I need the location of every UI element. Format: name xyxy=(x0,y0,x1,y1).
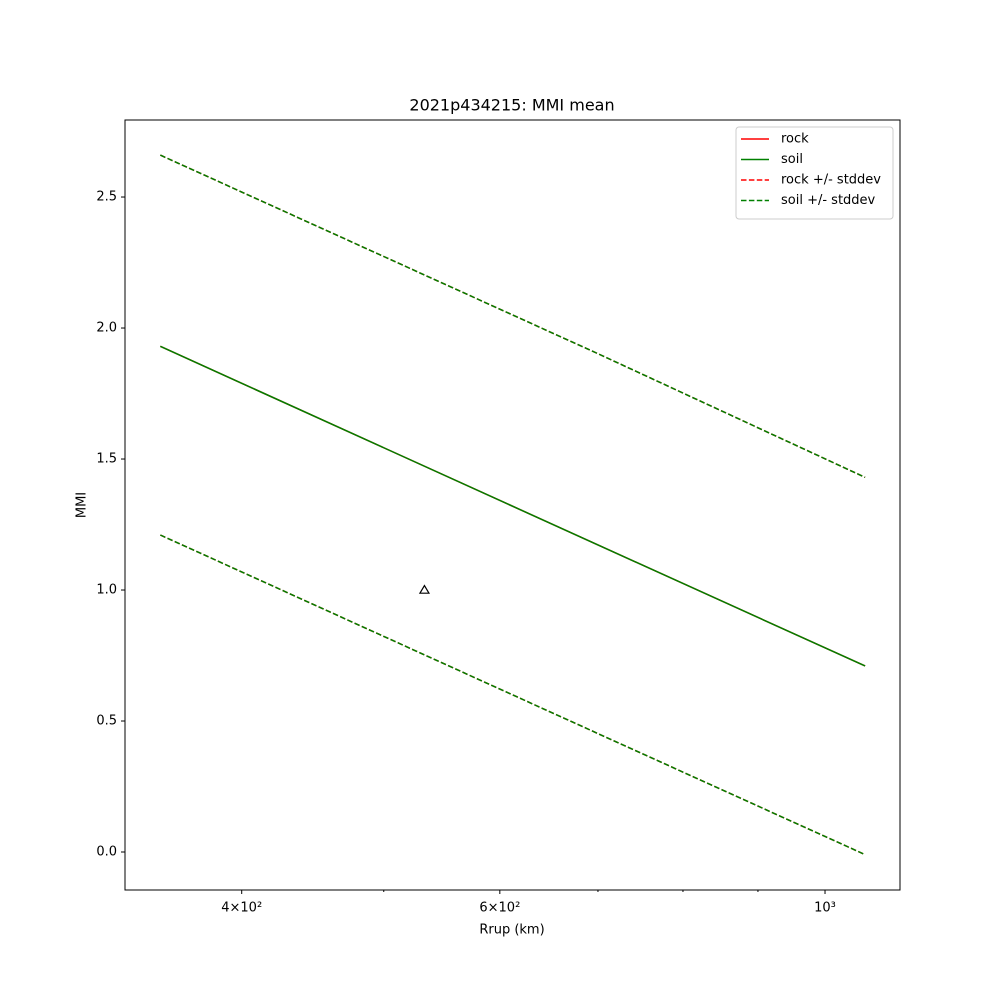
y-tick-label: 2.5 xyxy=(96,190,117,205)
legend-label: rock +/- stddev xyxy=(781,173,881,188)
plot-frame xyxy=(124,119,901,891)
y-tick-label: 1.0 xyxy=(96,583,117,598)
y-tick-label: 1.5 xyxy=(96,452,117,467)
x-tick-label: 10³ xyxy=(814,901,836,916)
series-line xyxy=(160,534,866,856)
x-tick-label: 6×10² xyxy=(479,901,520,916)
y-tick-label: 0.0 xyxy=(96,845,117,860)
series-line xyxy=(160,345,866,667)
x-tick-label: 4×10² xyxy=(221,901,262,916)
series-line xyxy=(160,154,866,479)
chart-title: 2021p434215: MMI mean xyxy=(409,96,614,115)
legend-label: rock xyxy=(781,132,809,147)
y-tick-label: 2.0 xyxy=(96,321,117,336)
x-axis-label: Rrup (km) xyxy=(479,923,544,938)
y-tick-label: 0.5 xyxy=(96,714,117,729)
legend-label: soil xyxy=(781,152,803,167)
legend-box xyxy=(735,126,894,220)
legend-label: soil +/- stddev xyxy=(781,193,876,208)
y-axis-label: MMI xyxy=(75,492,90,518)
marker xyxy=(418,584,430,594)
